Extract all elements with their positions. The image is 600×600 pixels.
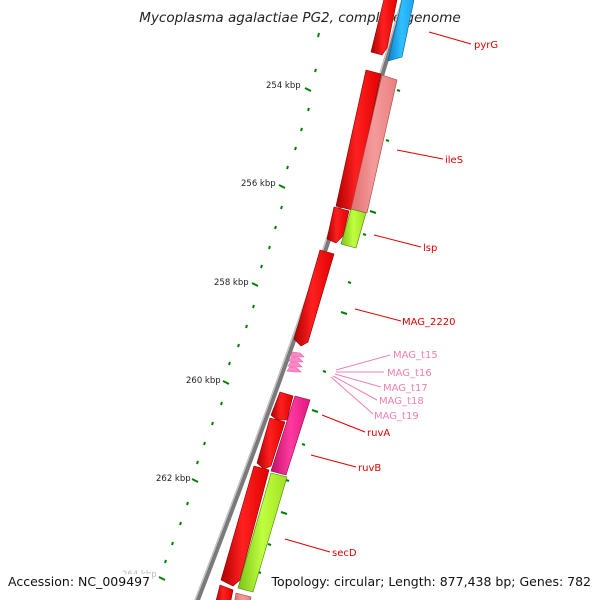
ruler-label: 256 kbp xyxy=(241,179,276,189)
gene-label-ruvA[interactable]: ruvA xyxy=(367,428,390,439)
gene-feature-ruvB[interactable] xyxy=(270,395,311,476)
ruler-ticks xyxy=(158,31,408,581)
ruler-label: 260 kbp xyxy=(186,376,221,386)
gene-label-MAG_t16[interactable]: MAG_t16 xyxy=(387,368,432,379)
cds-feature[interactable] xyxy=(256,417,286,470)
trna-cluster[interactable] xyxy=(286,351,305,373)
cds-feature[interactable] xyxy=(220,465,270,587)
gene-feature-ileS[interactable] xyxy=(350,74,398,214)
cds-track xyxy=(215,0,398,600)
gene-label-MAG_t17[interactable]: MAG_t17 xyxy=(383,383,428,394)
cds-feature[interactable] xyxy=(326,206,350,244)
gene-label-lsp[interactable]: lsp xyxy=(423,243,437,254)
ruler-label: 258 kbp xyxy=(214,278,249,288)
gene-label-pyrG[interactable]: pyrG xyxy=(474,40,498,51)
gene-label-ruvB[interactable]: ruvB xyxy=(358,463,381,474)
gene-label-MAG_t19[interactable]: MAG_t19 xyxy=(374,411,419,422)
gene-label-MAG_t18[interactable]: MAG_t18 xyxy=(379,396,424,407)
gene-label-ileS[interactable]: ileS xyxy=(445,155,463,166)
gene-feature-pyrG[interactable] xyxy=(387,0,415,62)
accession-text: Accession: NC_009497 xyxy=(8,574,153,589)
gene-track xyxy=(234,0,415,600)
ruler-label: 262 kbp xyxy=(156,474,191,484)
cds-feature[interactable] xyxy=(293,249,335,347)
ruler-label: 254 kbp xyxy=(266,81,301,91)
gene-label-MAG_t15[interactable]: MAG_t15 xyxy=(393,350,438,361)
gene-label-secD[interactable]: secD xyxy=(332,548,357,559)
gene-feature-lsp[interactable] xyxy=(340,208,367,249)
label-leaders xyxy=(284,31,472,553)
genome-summary-text: Topology: circular; Length: 877,438 bp; … xyxy=(269,574,591,589)
cds-feature[interactable] xyxy=(270,391,294,421)
gene-feature[interactable] xyxy=(234,592,252,600)
cds-feature[interactable] xyxy=(370,0,398,56)
gene-label-MAG_2220[interactable]: MAG_2220 xyxy=(402,317,456,328)
gene-feature-secD[interactable] xyxy=(237,472,288,593)
cds-feature[interactable] xyxy=(215,584,234,600)
